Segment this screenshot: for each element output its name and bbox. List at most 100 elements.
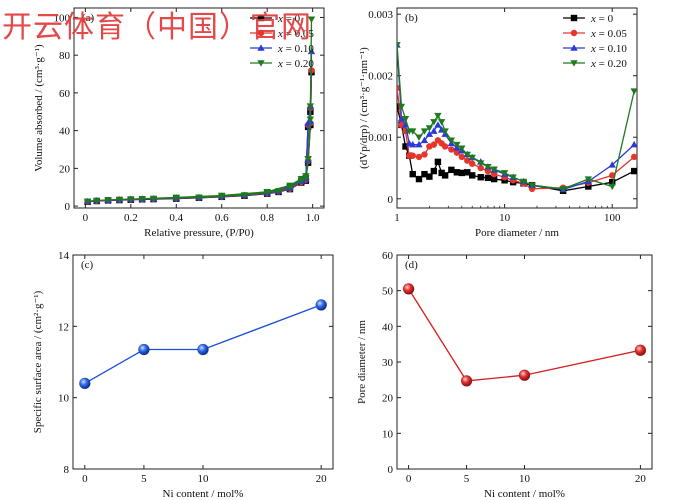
legend-label: x = 0.05: [590, 28, 627, 40]
legend: x = 0 x = 0.05 x = 0.10 x = 0.20: [250, 13, 314, 70]
legend-item: x = 0: [250, 13, 301, 25]
data-point: [402, 143, 409, 150]
x-tick-label: 5: [141, 473, 147, 485]
data-point: [315, 299, 327, 311]
legend-marker: [570, 44, 578, 51]
data-point: [409, 140, 417, 148]
data-point: [584, 176, 593, 183]
data-point: [484, 164, 492, 171]
x-tick-label: 20: [316, 473, 328, 485]
x-tick-label: 1.0: [306, 212, 320, 224]
data-point: [585, 183, 592, 190]
data-point: [630, 167, 637, 175]
x-ticks: 0 5 10 20: [406, 255, 646, 485]
series-4: [83, 16, 316, 205]
data-point: [458, 153, 465, 161]
data-point: [138, 195, 146, 203]
x-ticks: 1 10 100: [394, 8, 621, 224]
legend-label: x = 0.10: [590, 43, 627, 55]
y-tick-label: 14: [58, 250, 70, 262]
series-line: [87, 70, 313, 203]
data-point: [463, 151, 471, 159]
panel-label: (b): [405, 12, 418, 24]
plot-frame: [396, 254, 653, 470]
data-point: [402, 283, 415, 295]
data-point: [430, 119, 438, 126]
y-tick-label: 30: [382, 357, 394, 369]
legend-marker: [257, 44, 265, 51]
series-4: [397, 42, 637, 193]
data-point: [420, 136, 429, 144]
data-point: [468, 154, 476, 162]
data-point: [409, 170, 416, 178]
data-point: [434, 112, 442, 120]
panel-label: (a): [82, 12, 95, 24]
data-point: [559, 186, 567, 193]
data-point: [421, 170, 428, 178]
x-ticks: 0 5 10 20: [82, 255, 327, 485]
data-point: [415, 134, 423, 141]
data-point: [630, 88, 637, 95]
data-point: [441, 128, 449, 135]
legend-label: x = 0: [590, 13, 614, 25]
legend-marker: [570, 14, 578, 22]
series-line: [87, 72, 313, 203]
data-point: [434, 121, 442, 128]
y-tick-label: 20: [59, 163, 71, 175]
data-point: [500, 170, 509, 177]
data-point: [448, 146, 455, 153]
y-axis-label: Pore diameter / nm: [356, 320, 368, 404]
legend-label: x = 0.05: [277, 28, 314, 40]
data-point: [115, 196, 124, 204]
x-tick-label: 10: [499, 212, 511, 224]
series-line: [408, 288, 641, 382]
y-ticks: 0 10 20 30 40 50 60: [382, 250, 652, 476]
data-point: [425, 125, 434, 132]
plot-frame: [72, 254, 334, 470]
plot-area: [79, 299, 327, 390]
data-point: [608, 183, 616, 191]
data-point: [458, 169, 465, 177]
panel-b: 1 10 100 0 0.001 0.002 0.003 (b) Pore diameter /…: [358, 7, 638, 239]
data-point: [460, 375, 473, 387]
data-point: [634, 344, 647, 357]
panel-label: (d): [405, 259, 418, 271]
series-1: [79, 299, 327, 390]
x-tick-label: 100: [604, 212, 621, 224]
data-point: [477, 164, 484, 172]
data-point: [426, 173, 433, 180]
y-tick-label: 80: [59, 50, 71, 62]
y-tick-label: 100: [54, 12, 71, 24]
x-tick-label: 10: [519, 473, 531, 485]
legend-marker: [257, 29, 265, 37]
legend: x = 0 x = 0.05 x = 0.10 x = 0.20: [563, 13, 627, 70]
data-point: [307, 16, 316, 24]
y-tick-label: 8: [64, 464, 70, 476]
panel-a: 0 0.2 0.4 0.6 0.8 1.0 0 20 40 60 80 100 (a) Relative …: [33, 7, 325, 239]
y-tick-label: 20: [382, 393, 394, 405]
data-point: [458, 145, 466, 152]
data-point: [490, 175, 498, 183]
data-point: [430, 167, 438, 175]
data-point: [464, 169, 471, 176]
legend-item: x = 0.10: [563, 43, 627, 55]
data-point: [304, 156, 312, 163]
y-tick-label: 60: [59, 88, 71, 100]
y-tick-label: 10: [58, 393, 70, 405]
data-point: [138, 343, 150, 356]
y-tick-label: 10: [382, 428, 394, 440]
data-point: [425, 130, 434, 137]
x-tick-label: 0.6: [215, 212, 229, 224]
legend-item: x = 0: [563, 13, 614, 25]
data-point: [528, 182, 536, 189]
y-tick-label: 0.003: [368, 9, 393, 21]
y-tick-label: 12: [58, 321, 69, 333]
legend-marker: [257, 60, 265, 67]
y-tick-label: 0: [388, 464, 394, 476]
data-point: [297, 175, 305, 183]
data-point: [397, 103, 406, 111]
data-point: [83, 198, 92, 205]
panel-d: 0 5 10 20 0 10 20 30 40 50 60 (d) Ni content / mol% P…: [356, 250, 653, 500]
data-point: [409, 128, 417, 135]
